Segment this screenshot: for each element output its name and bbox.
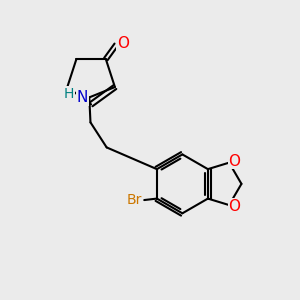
Text: O: O [228, 199, 240, 214]
Text: O: O [117, 36, 129, 51]
Text: H: H [64, 87, 74, 101]
Text: O: O [228, 154, 240, 169]
Text: Br: Br [127, 193, 142, 207]
Text: N: N [77, 90, 88, 105]
